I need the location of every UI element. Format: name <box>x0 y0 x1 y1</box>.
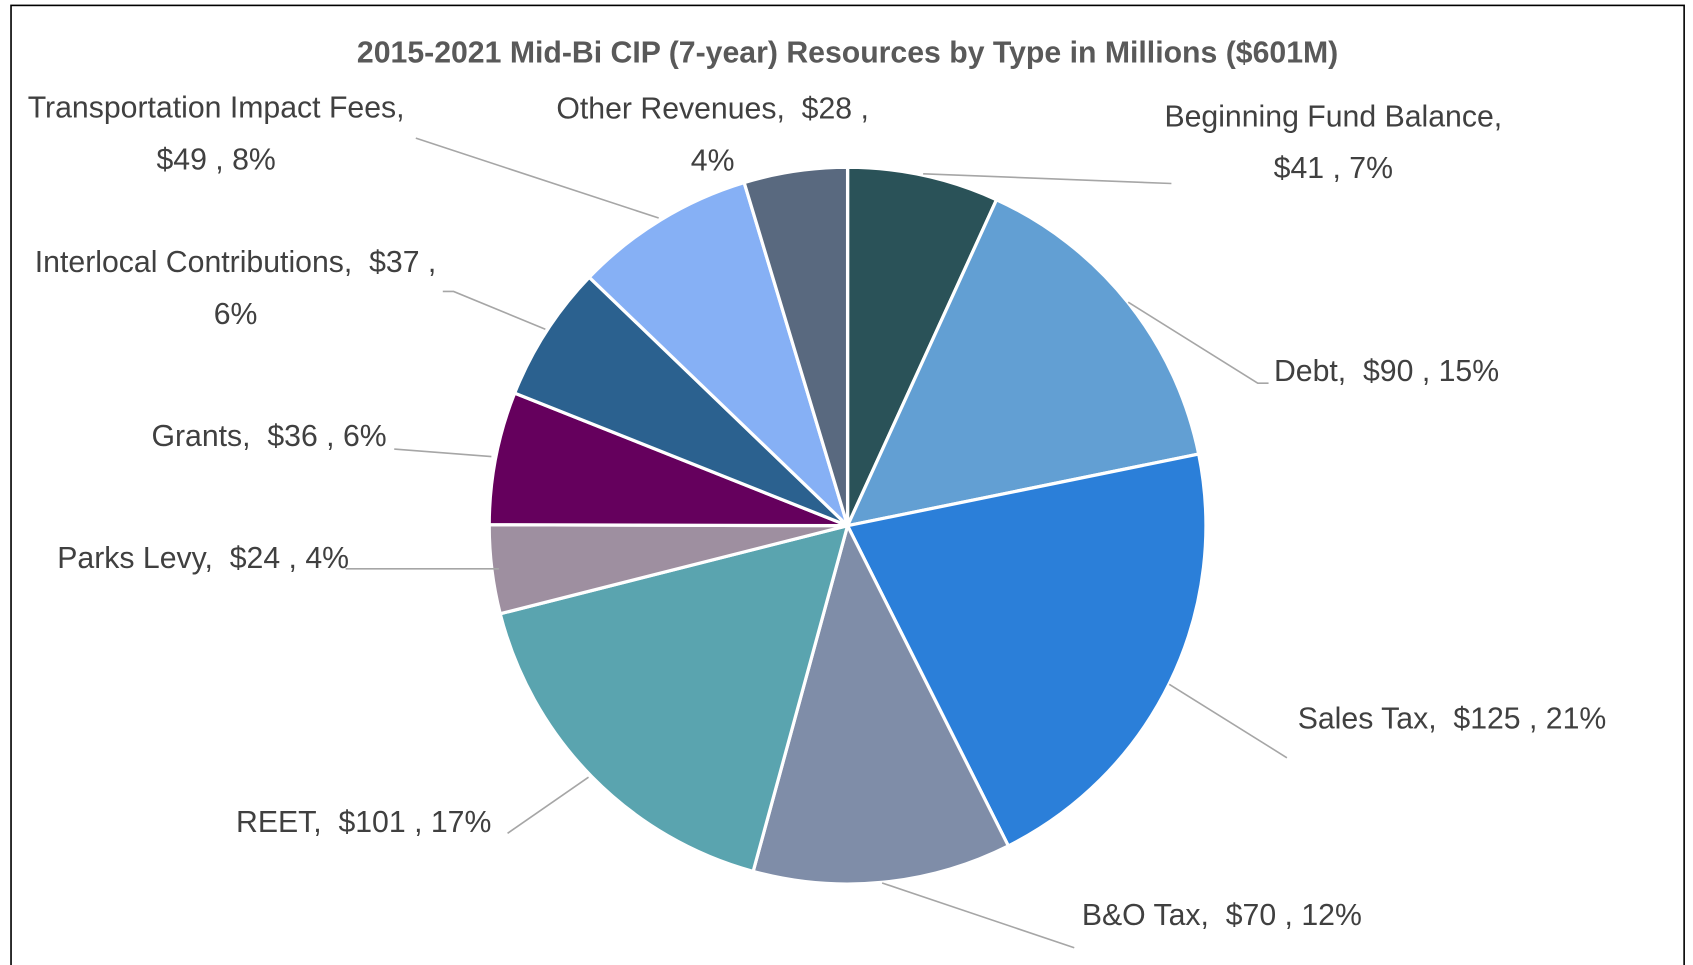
leader-line <box>415 137 659 219</box>
slice-label-text: Beginning Fund Balance, $41 , 7% <box>1155 91 1511 195</box>
leader-line <box>881 882 1075 949</box>
category-label: Parks Levy <box>57 540 205 575</box>
category-label: Other Revenues <box>556 91 777 126</box>
slice-label-text: Other Revenues, $28 , 4% <box>556 83 869 187</box>
slice-label: REET, $101 , 17% <box>103 797 492 849</box>
value-label: , $70 , 12% <box>1200 898 1362 932</box>
slice-label-text: Parks Levy, $24 , 4% <box>36 532 371 584</box>
slice-label: Debt, $90 , 15% <box>1274 345 1673 397</box>
slice-label-text: B&O Tax, $70 , 12% <box>1082 889 1471 941</box>
slice-label: Transportation Impact Fees, $49 , 8% <box>11 82 421 186</box>
slice-label-text: Transportation Impact Fees, $49 , 8% <box>11 82 421 186</box>
pie-slice <box>498 523 850 874</box>
chart-title: 2015-2021 Mid-Bi CIP (7-year) Resources … <box>357 37 1338 70</box>
pie-slice <box>512 274 849 528</box>
value-label: , $90 , 15% <box>1337 354 1500 388</box>
category-label: B&O Tax <box>1081 898 1201 932</box>
value-label: , $125 , 21% <box>1428 701 1607 736</box>
pie-slice <box>586 180 851 532</box>
leader-line <box>1168 683 1288 759</box>
slice-label: Other Revenues, $28 , 4% <box>556 83 869 187</box>
value-label: , $36 , 6% <box>242 418 387 453</box>
category-label: Transportation Impact Fees <box>27 90 397 125</box>
leader-line <box>442 290 546 330</box>
category-label: Grants <box>151 418 243 453</box>
pie-slice <box>845 452 1208 849</box>
slice-label: Sales Tax, $125 , 21% <box>1298 693 1687 745</box>
category-label: Beginning Fund Balance <box>1164 99 1494 133</box>
slice-label-text: Interlocal Contributions, $37 , 6% <box>9 236 462 340</box>
slice-label-text: Grants, $36 , 6% <box>0 410 386 462</box>
pie-slice <box>742 165 850 527</box>
pie-slice <box>487 390 849 528</box>
category-label: Sales Tax <box>1297 701 1429 736</box>
category-label: REET <box>235 805 314 839</box>
value-label: , $37 , 6% <box>213 245 445 331</box>
leader-line <box>507 776 589 834</box>
pie-slice <box>845 165 999 527</box>
value-label: , $101 , 17% <box>313 805 492 839</box>
slice-label: B&O Tax, $70 , 12% <box>1082 889 1471 941</box>
value-label: , $24 , 4% <box>204 540 350 575</box>
value-label: , $28 , 4% <box>690 91 869 178</box>
leader-line <box>923 172 1172 185</box>
leader-line <box>394 448 492 458</box>
value-label: , $41 , 7% <box>1273 99 1503 185</box>
category-label: Interlocal Contributions <box>34 245 344 279</box>
slice-label: Beginning Fund Balance, $41 , 7% <box>1155 91 1511 195</box>
pie-slice <box>751 521 1011 886</box>
slice-label-text: Debt, $90 , 15% <box>1274 345 1673 397</box>
category-label: Debt <box>1273 354 1338 388</box>
leader-line <box>1127 301 1269 385</box>
slice-label: Interlocal Contributions, $37 , 6% <box>9 236 462 340</box>
slice-label: Parks Levy, $24 , 4% <box>36 532 371 584</box>
slice-label: Grants, $36 , 6% <box>0 410 386 462</box>
value-label: , $49 , 8% <box>156 90 422 176</box>
slice-label-text: REET, $101 , 17% <box>103 797 492 849</box>
slice-label-text: Sales Tax, $125 , 21% <box>1298 693 1687 745</box>
